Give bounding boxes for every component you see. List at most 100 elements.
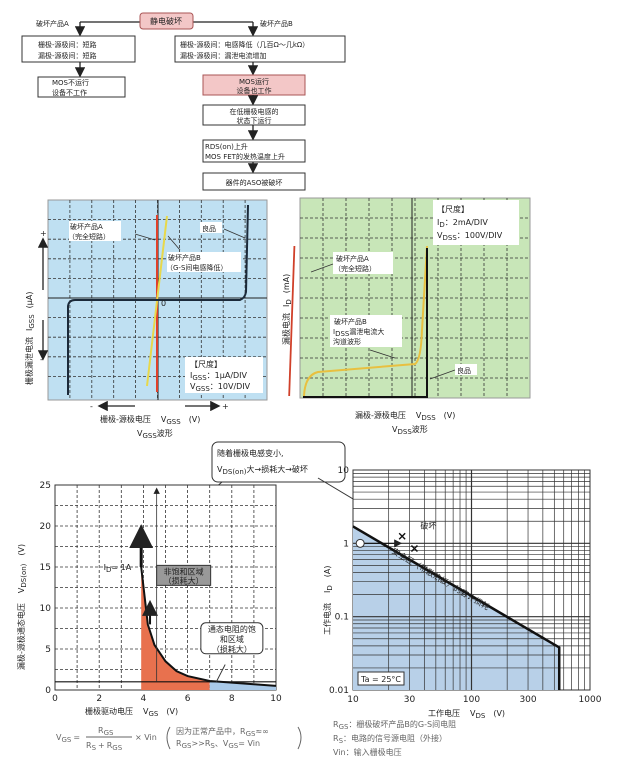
x-tick-label: 100	[463, 695, 480, 705]
temp-label: Ta = 25°C	[360, 675, 401, 684]
label-bg	[333, 252, 393, 274]
formula-note1: 因为正常产品中，RGS≈∞	[176, 726, 269, 738]
b-box4	[202, 139, 306, 163]
x-tick-label: 2	[96, 694, 102, 704]
label-bg	[167, 252, 241, 272]
vdss-scale-title: 【尺度】	[437, 204, 469, 214]
b-box4-line1: RDS(on)上升	[205, 142, 248, 151]
soa-region	[353, 526, 560, 690]
y-tick-label: 1	[343, 539, 349, 549]
vdss-caption: VDSS波形	[392, 424, 428, 436]
failure-mark-icon	[398, 532, 406, 540]
soa-boundary	[352, 525, 561, 690]
b-box1-line2: 漏极-源极间：漏泄电流增加	[180, 51, 267, 60]
x-label-part: V	[143, 707, 149, 716]
y-label-part: (V)	[17, 544, 26, 556]
x-axis-label: 栅极驱动电压 VGS (V)	[85, 706, 178, 718]
vgss-x-minus: -	[90, 402, 93, 411]
vdss-scale-current: ID：2mA/DIV	[437, 218, 488, 229]
vgss-origin: 0	[161, 299, 166, 308]
vdss-chart: 【尺度】 ID：2mA/DIV VDSS：100V/DIV 破坏产品A （完全短…	[281, 197, 531, 436]
y-tick-label: 0.01	[329, 686, 349, 696]
x-axis-label: 工作电压 VDS (V)	[428, 708, 505, 720]
b-box2	[202, 74, 306, 96]
x-tick-label: 30	[404, 695, 416, 705]
vgss-scale-voltage: VGSS：10V/DIV	[190, 382, 251, 393]
b-box1	[174, 35, 346, 63]
vgss-label-good: 良品	[202, 224, 216, 233]
branch-a-label: 破坏产品A	[36, 19, 69, 28]
callout-line1: 随着栅极电感变小,	[217, 448, 284, 458]
b-box2-line1: MOS运行	[239, 77, 269, 86]
branch-b-label: 破坏产品B	[260, 19, 293, 28]
b-box3-line2: 状态下运行	[237, 116, 272, 125]
label-bg	[330, 315, 402, 347]
formula-numerator: RGS	[98, 726, 114, 737]
id-label-part: I	[104, 563, 106, 572]
y-label-part: DS(on)	[20, 563, 28, 587]
vdss-xlabel: 漏极-源极电压 VDSS (V)	[355, 410, 455, 422]
vgss-label-a-sub: （完全短路）	[68, 232, 110, 241]
vgss-label-b-sub: （G-S间电感降低）	[166, 263, 227, 272]
vgss-y-plus: +	[40, 229, 47, 238]
vgss-x-plus: +	[222, 402, 229, 411]
callout-box	[211, 441, 346, 483]
id-label: ID= 1A	[104, 563, 132, 574]
x-tick-label: 4	[141, 694, 147, 704]
vdss-curve-b	[303, 245, 428, 397]
label-bg	[69, 221, 121, 241]
vdss-pointer-good	[429, 369, 456, 380]
label-bg	[455, 364, 477, 375]
vdss-scale-box	[433, 200, 519, 245]
y-label-part: V	[17, 587, 26, 593]
formula-denominator: RS + RGS	[86, 741, 123, 752]
failure-label: 破坏	[420, 520, 436, 530]
vdss-label-good: 良品	[457, 366, 471, 375]
vgss-pointer-a	[134, 233, 156, 241]
vgss-label-b: 破坏产品B	[168, 253, 201, 262]
y-label-part: (A)	[323, 566, 332, 578]
x-tick-label: 300	[519, 695, 536, 705]
id-label-part: D	[106, 566, 111, 574]
operating-point	[355, 538, 365, 548]
vdss-scale-voltage: VDSS：100V/DIV	[437, 231, 503, 242]
vdss-curve-good	[303, 248, 428, 398]
sat-label-box	[200, 622, 264, 655]
vgss-scale-box	[185, 357, 263, 393]
vdson-curve	[140, 566, 277, 687]
open-paren	[166, 726, 171, 750]
b-box4-line2: MOS FET的发热温度上升	[205, 152, 285, 161]
y-label-part: 工作电流	[322, 603, 332, 635]
formula-lhs: VGS =	[56, 733, 80, 744]
x-tick-label: 1000	[579, 695, 602, 705]
sat-label: 通态电阻的饱	[208, 624, 256, 634]
unsat-label-sub: （损耗大）	[164, 575, 204, 585]
legend: RGS：栅极破坏产品B的G-S间电阻 RS：电路的信号源电阻（外接） Vin：输…	[333, 719, 456, 757]
sat-label: 和区域	[220, 634, 244, 644]
close-paren	[297, 726, 302, 750]
vdss-label-b-line3: 沟道波形	[333, 337, 361, 346]
formula-note2: RGS>>RS、VGS= Vin	[176, 739, 260, 750]
x-label-part: (V)	[493, 709, 505, 718]
legend-vin: Vin：输入栅极电压	[333, 747, 402, 757]
b-box3-line1: 在低栅极电感的	[230, 107, 279, 116]
failure-mark-icon	[410, 545, 418, 553]
x-tick-label: 0	[52, 694, 58, 704]
vdss-label-a: 破坏产品A	[336, 254, 369, 263]
y-tick-label: 0	[45, 686, 51, 696]
x-label-part: V	[470, 709, 476, 718]
x-label-part: 工作电压	[428, 708, 460, 718]
x-label-part: 栅极驱动电压	[85, 706, 133, 716]
vdss-pointer-a	[310, 263, 334, 273]
a-box1-line2: 漏极-源极间：短路	[38, 51, 97, 60]
vdss-grid	[300, 198, 530, 398]
unsat-label-box	[156, 564, 212, 586]
vgss-label-a: 破坏产品A	[70, 222, 103, 231]
flowchart: 静电破坏 破坏产品A 破坏产品B 栅极-源极间：短路 漏极-源极间：短路 MOS…	[21, 12, 346, 191]
formula-times: × Vin	[135, 733, 157, 742]
saturated-region	[209, 680, 276, 690]
y-label-part: 漏极-源极通态电压	[16, 603, 26, 670]
x-tick-label: 10	[270, 694, 282, 704]
